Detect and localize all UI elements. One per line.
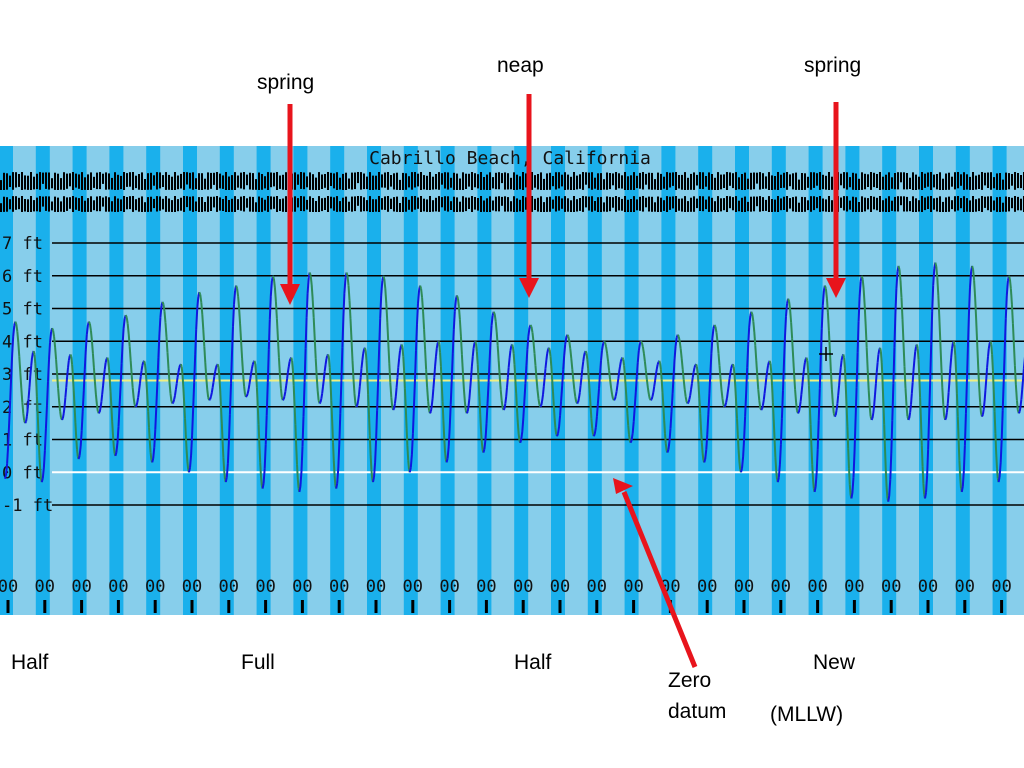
- spring-label-left: spring: [257, 71, 315, 94]
- x-tick-mark: [595, 600, 599, 613]
- x-tick-mark: [337, 600, 341, 613]
- x-tick-mark: [448, 600, 452, 613]
- x-tick-mark: [374, 600, 378, 613]
- day-stripe: [0, 146, 13, 615]
- moon-phase-half-2: Half: [514, 651, 552, 674]
- moon-phase-new: New: [813, 651, 856, 674]
- y-tick-label: 4 ft: [2, 332, 43, 352]
- day-stripe: [35, 146, 50, 615]
- x-tick-mark: [632, 600, 636, 613]
- x-tick-label: 00: [182, 577, 202, 597]
- x-tick-label: 00: [255, 577, 275, 597]
- x-tick-label: 00: [623, 577, 643, 597]
- x-tick-mark: [484, 600, 488, 613]
- x-tick-label: 00: [403, 577, 423, 597]
- x-tick-label: 00: [439, 577, 459, 597]
- x-tick-label: 00: [918, 577, 938, 597]
- x-tick-label: 00: [513, 577, 533, 597]
- x-tick-mark: [1000, 600, 1004, 613]
- y-tick-labels: 7 ft6 ft5 ft4 ft3 ft2 ft1 ft0 ft-1 ft: [2, 234, 53, 516]
- x-tick-label: 00: [771, 577, 791, 597]
- x-tick-mark: [190, 600, 194, 613]
- header-data-row: [0, 196, 1024, 212]
- spring-arrow-left: [280, 104, 300, 305]
- x-tick-mark: [779, 600, 783, 613]
- spring-arrow-right: [826, 102, 846, 298]
- x-tick-label: 00: [329, 577, 349, 597]
- neap-label: neap: [497, 54, 544, 77]
- x-tick-mark: [521, 600, 525, 613]
- x-tick-mark: [411, 600, 415, 613]
- x-tick-label: 00: [219, 577, 239, 597]
- header-data-row: [0, 172, 1024, 190]
- x-tick-mark: [43, 600, 47, 613]
- x-tick-mark: [963, 600, 967, 613]
- x-tick-label: 00: [734, 577, 754, 597]
- neap-arrow: [519, 94, 539, 298]
- x-tick-mark: [6, 600, 10, 613]
- y-tick-label: 1 ft: [2, 431, 43, 451]
- x-tick-mark: [742, 600, 746, 613]
- x-tick-mark: [852, 600, 856, 613]
- x-tick-label: 00: [35, 577, 55, 597]
- tide-data-header-rows: [0, 172, 1024, 212]
- x-tick-label: 00: [550, 577, 570, 597]
- x-tick-labels: 00 00 00 00 00 00 00 00 00 00 00 00 00 00 00 00 00 00 00 00…: [0, 577, 1012, 613]
- mllw-label: (MLLW): [770, 703, 844, 726]
- x-tick-label: 00: [71, 577, 91, 597]
- x-tick-label: 00: [807, 577, 827, 597]
- moon-phase-half-1: Half: [11, 651, 49, 674]
- chart-title: Cabrillo Beach, California: [369, 148, 651, 169]
- x-tick-label: 00: [697, 577, 717, 597]
- x-tick-mark: [816, 600, 820, 613]
- annotation-arrows: [280, 94, 846, 668]
- x-tick-mark: [116, 600, 120, 613]
- x-tick-label: 00: [587, 577, 607, 597]
- x-tick-mark: [558, 600, 562, 613]
- zero-label: Zero: [668, 669, 712, 692]
- spring-label-right: spring: [804, 54, 862, 77]
- x-tick-mark: [300, 600, 304, 613]
- zero-datum-arrow: [613, 478, 698, 668]
- x-tick-mark: [705, 600, 709, 613]
- x-tick-mark: [227, 600, 231, 613]
- x-tick-label: 00: [844, 577, 864, 597]
- y-tick-label: 7 ft: [2, 234, 43, 254]
- x-tick-mark: [264, 600, 268, 613]
- x-tick-mark: [80, 600, 84, 613]
- x-tick-label: 00: [145, 577, 165, 597]
- x-tick-label: 00: [476, 577, 496, 597]
- x-tick-label: 00: [991, 577, 1011, 597]
- x-tick-label: 00: [0, 577, 18, 597]
- moon-phase-full: Full: [241, 651, 275, 674]
- x-tick-label: 00: [108, 577, 128, 597]
- x-tick-label: 00: [955, 577, 975, 597]
- y-tick-label: 0 ft: [2, 463, 43, 483]
- x-tick-label: 00: [881, 577, 901, 597]
- x-tick-label: 00: [366, 577, 386, 597]
- x-tick-mark: [153, 600, 157, 613]
- x-tick-label: 00: [292, 577, 312, 597]
- tide-curve: [4, 262, 1024, 502]
- y-tick-label: 5 ft: [2, 300, 43, 320]
- datum-label: datum: [668, 700, 727, 723]
- cursor-crosshair: [819, 347, 833, 361]
- y-tick-label: 6 ft: [2, 267, 43, 287]
- x-tick-mark: [926, 600, 930, 613]
- y-tick-label: -1 ft: [2, 496, 53, 516]
- x-tick-mark: [889, 600, 893, 613]
